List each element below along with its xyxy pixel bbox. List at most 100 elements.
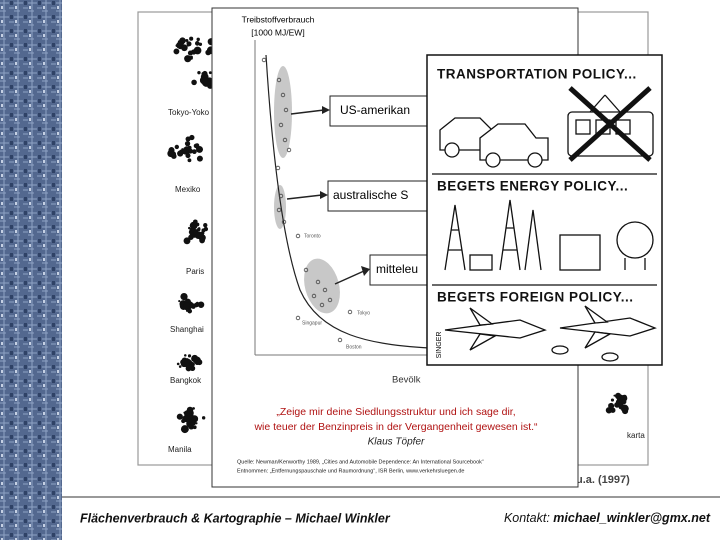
city-shape (608, 402, 615, 409)
city-shape (184, 55, 192, 63)
scatter-dot (282, 137, 288, 143)
city-shape (185, 412, 188, 415)
source-line: Entnommen: „Entfernungspauschale und Rau… (237, 468, 464, 474)
city-shape (192, 425, 197, 430)
city-shape (177, 150, 184, 157)
point-label: Toronto (304, 233, 321, 239)
scatter-dot (280, 92, 286, 98)
city-shape (197, 227, 201, 232)
city-shape (187, 308, 193, 314)
scatter-dot (337, 337, 343, 343)
callout-arrow (286, 194, 323, 200)
quote-line: „Zeige mir deine Siedlungsstruktur und i… (276, 406, 515, 418)
city-shape (173, 48, 180, 55)
scatter-dot (281, 219, 287, 225)
cluster-au (274, 185, 286, 229)
chart-title: Treibstoffverbrauch (242, 14, 315, 24)
city-label: Shanghai (170, 325, 204, 334)
scatter-dot (303, 267, 309, 273)
city-shape (174, 144, 180, 150)
callout-arrow (334, 270, 365, 285)
scatter-dot (295, 233, 301, 239)
city-shape (192, 219, 198, 225)
city-shape (191, 49, 197, 55)
cluster-us (274, 66, 292, 158)
point-label: Tokyo (357, 310, 370, 316)
scatter-dot (276, 207, 282, 213)
city-shape (184, 140, 191, 147)
city-shape (178, 365, 182, 368)
city-label: Tokyo-Yoko (168, 108, 210, 117)
city-shape (199, 237, 205, 244)
city-shape (192, 356, 195, 359)
chart-title: [1000 MJ/EW] (251, 27, 304, 37)
scatter-dot (278, 122, 284, 128)
arrow-head (322, 106, 330, 114)
city-shape (186, 406, 194, 414)
scatter-dot (322, 287, 328, 293)
city-shape (622, 408, 629, 415)
city-shape (197, 70, 201, 75)
city-shape (186, 149, 189, 152)
city-label: Bangkok (170, 376, 202, 385)
city-shape (189, 36, 194, 41)
x-axis-label: Bevölk (392, 375, 421, 386)
city-shape (196, 359, 203, 366)
city-shape (185, 146, 189, 150)
city-shape (185, 153, 191, 159)
city-shape (171, 153, 177, 159)
callout-text: australische S (333, 188, 408, 202)
city-shape (184, 354, 187, 357)
city-shape (613, 394, 616, 397)
city-shape (188, 360, 193, 365)
arrow-head (361, 266, 370, 276)
city-shape (207, 80, 213, 86)
city-shape (183, 237, 191, 245)
city-shape (176, 362, 180, 366)
city-shape (616, 399, 621, 404)
city-shape (192, 223, 198, 229)
source-line: Quelle: Newman/Kenworthy 1989, „Cities a… (237, 459, 484, 465)
callout-text: mitteleu (376, 262, 418, 276)
city-shape (614, 392, 622, 400)
city-shape (186, 44, 190, 47)
city-shape (621, 399, 627, 405)
map-source: u.a. (1997) (576, 474, 630, 486)
city-shape (187, 158, 192, 163)
city-shape (176, 413, 183, 420)
city-label: Manila (168, 445, 192, 454)
city-shape (198, 147, 202, 151)
cartoon-caption: BEGETS FOREIGN POLICY... (437, 290, 634, 305)
scatter-dot (315, 279, 321, 285)
scatter-dot (311, 293, 317, 299)
city-shape (196, 155, 203, 162)
city-shape (188, 148, 194, 154)
city-shape (195, 147, 199, 150)
scatter-points (261, 57, 353, 343)
scatter-dot (295, 315, 301, 321)
city-shape (194, 41, 200, 46)
scatter-dot (278, 193, 284, 199)
contact-email[interactable]: michael_winkler@gmx.net (553, 511, 711, 525)
point-label: Boston (346, 344, 362, 350)
city-label: Mexiko (175, 185, 201, 194)
scatter-dot (261, 57, 267, 63)
cartoon-caption: BEGETS ENERGY POLICY... (437, 179, 628, 194)
city-shape (181, 148, 184, 151)
trend-curve (265, 54, 431, 349)
city-label: Paris (186, 267, 204, 276)
city-shape (207, 51, 211, 55)
arrow-head (320, 191, 328, 199)
footer-contact: Kontakt: michael_winkler@gmx.net (504, 511, 711, 525)
city-shape (188, 226, 191, 230)
city-shape (185, 39, 189, 43)
city-shape (194, 143, 200, 148)
city-shape (192, 407, 195, 410)
cartoon-signature: SINGER (436, 332, 443, 359)
city-shape (201, 228, 206, 233)
city-shape (183, 302, 191, 309)
scatter-dot (347, 309, 353, 315)
city-shape (208, 71, 212, 75)
